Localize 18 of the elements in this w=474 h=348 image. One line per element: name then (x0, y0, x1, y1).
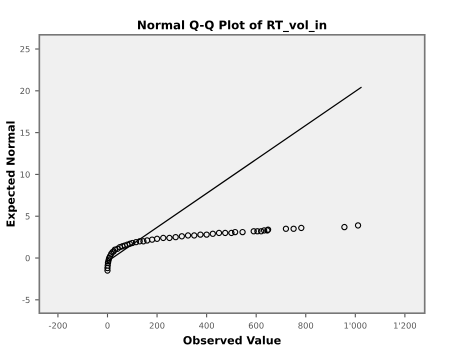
x-tick-label: 400 (199, 322, 214, 329)
y-tick-label: -5 (22, 296, 30, 304)
y-tick-label: 15 (20, 130, 30, 136)
x-tick-label: 600 (248, 322, 264, 329)
x-tick-label: 1'200 (394, 322, 416, 329)
y-tick-label: 10 (20, 171, 30, 178)
x-tick-label: 0 (105, 322, 110, 329)
x-axis-title: Observed Value (183, 336, 281, 344)
x-tick-label: 1'000 (344, 322, 367, 329)
y-tick-label: 0 (26, 255, 30, 262)
x-tick-label: -200 (48, 322, 67, 329)
chart-title: Normal Q-Q Plot of RT_vol_in (138, 20, 326, 32)
y-tick-label: 20 (20, 88, 30, 94)
x-tick-label: 800 (298, 322, 314, 329)
y-tick-label: 25 (20, 46, 30, 52)
y-tick-label: 5 (26, 213, 30, 220)
y-axis-title: Expected Normal (6, 122, 17, 226)
x-tick-label: 200 (150, 322, 164, 329)
